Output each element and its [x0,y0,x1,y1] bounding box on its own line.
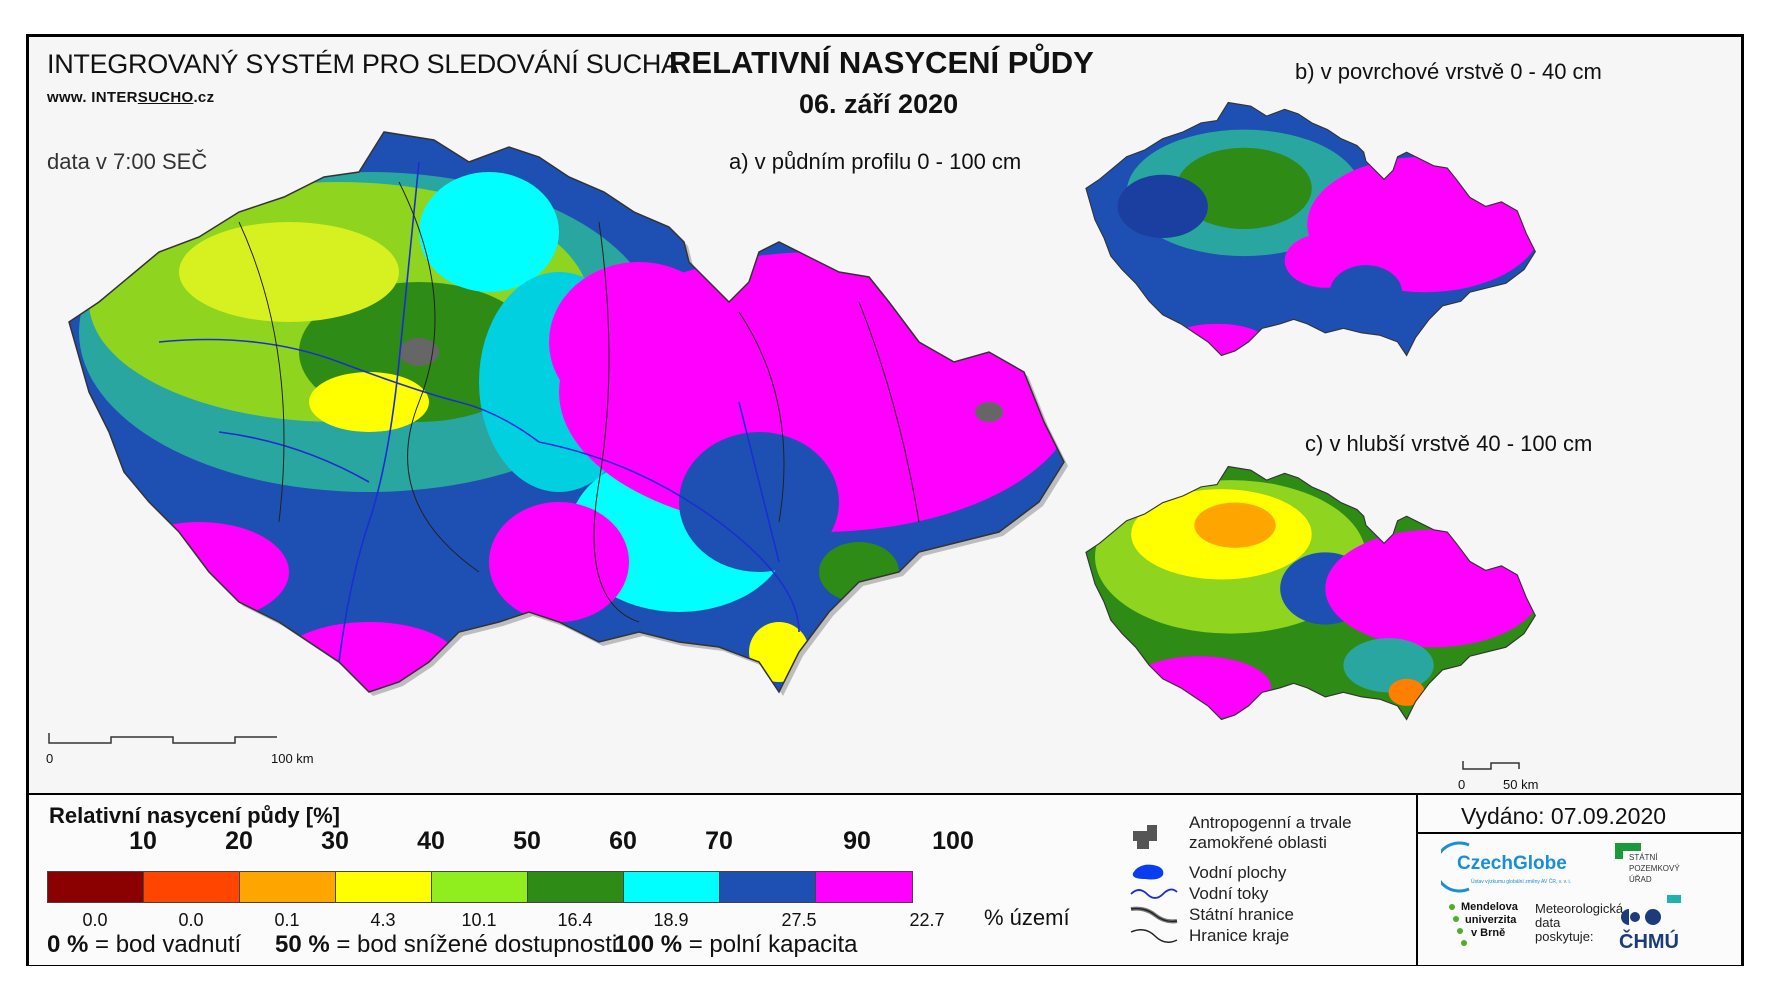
symbol-rivers: Vodní toky [1129,882,1429,906]
color-swatch [240,872,336,902]
threshold-label: 30 [321,827,349,855]
mendelu-logo: Mendelova univerzita v Brně [1447,901,1527,957]
legend-divider [1416,795,1418,965]
area-percent: 4.3 [370,910,396,930]
area-percent: 10.1 [461,910,497,930]
map-b-label: b) v povrchové vrstvě 0 - 40 cm [1295,59,1602,84]
color-swatch [720,872,816,902]
czechglobe-logo: CzechGlobe Ústav výzkumu globální změny … [1441,839,1581,895]
area-percent: 0.1 [274,910,300,930]
color-swatch [528,872,624,902]
area-percent: 22.7 [909,910,945,930]
area-percent: 16.4 [557,910,593,930]
threshold-label: 100 [932,827,974,855]
state-border-icon [1130,906,1178,924]
color-scale-bar [47,871,913,903]
threshold-label: 70 [705,827,733,855]
data-time: data v 7:00 SEČ [47,149,208,174]
map-c-deep-layer [1085,465,1536,721]
footer-divider [1418,832,1741,834]
issued-date: Vydáno: 07.09.2020 [1461,803,1667,829]
area-percent: 0.0 [82,910,108,930]
map-b-surface-layer [1085,101,1536,357]
water-body-icon [1132,864,1164,880]
scale-bar-main [48,733,277,744]
color-swatch [816,872,912,902]
website-link[interactable]: www. INTERSUCHO.cz [47,89,215,106]
threshold-label: 20 [225,827,253,855]
area-percent: 27.5 [781,910,817,930]
river-icon [1130,888,1178,899]
threshold-label: 60 [609,827,637,855]
symbol-anthropogenic: Antropogenní a trvale zamokřené oblasti [1129,813,1429,855]
anthropogenic-area-icon [1133,825,1157,849]
main-title: RELATIVNÍ NASYCENÍ PŮDY [669,45,1094,80]
scale-main-start: 0 [46,751,54,766]
note-reduced-availability: 50 % = bod snížené dostupnosti [275,931,618,958]
symbol-region-border: Hranice kraje [1129,924,1429,948]
legend-title: Relativní nasycení půdy [%] [49,803,340,828]
note-field-capacity: 100 % = polní kapacita [614,931,858,958]
symbol-water-bodies: Vodní plochy [1129,861,1429,885]
map-a-full-profile [68,131,1068,696]
color-swatch [432,872,528,902]
threshold-label: 90 [843,827,871,855]
scale-small-start: 0 [1458,777,1466,792]
map-date: 06. září 2020 [799,89,959,119]
map-frame: INTEGROVANÝ SYSTÉM PRO SLEDOVÁNÍ SUCHA w… [26,34,1744,966]
color-swatch [48,872,144,902]
legend-panel: Relativní nasycení půdy [%] 10 20 30 40 … [29,793,1741,965]
region-border-icon [1130,929,1178,943]
system-title: INTEGROVANÝ SYSTÉM PRO SLEDOVÁNÍ SUCHA [47,49,679,79]
map-area: INTEGROVANÝ SYSTÉM PRO SLEDOVÁNÍ SUCHA w… [29,37,1741,793]
note-wilting-point: 0 % = bod vadnutí [47,931,242,958]
scale-small-end: 50 km [1503,777,1539,792]
scale-bar-small [1462,761,1520,770]
color-swatch [144,872,240,902]
area-unit: % území [984,905,1070,930]
scale-main-end: 100 km [271,751,314,766]
color-swatch [624,872,720,902]
symbol-state-border: Státní hranice [1129,903,1429,927]
spu-logo: STÁTNÍ POZEMKOVÝ ÚŘAD [1615,843,1705,903]
threshold-label: 10 [129,827,157,855]
map-c-label: c) v hlubší vrstvě 40 - 100 cm [1305,431,1593,456]
map-a-label: a) v půdním profilu 0 - 100 cm [729,149,1022,174]
color-swatch [336,872,432,902]
area-percent: 18.9 [653,910,689,930]
area-percent: 0.0 [178,910,204,930]
chmu-logo: Meteorologická data poskytuje: ČHMÚ [1535,901,1679,953]
threshold-label: 50 [513,827,541,855]
threshold-label: 40 [417,827,445,855]
